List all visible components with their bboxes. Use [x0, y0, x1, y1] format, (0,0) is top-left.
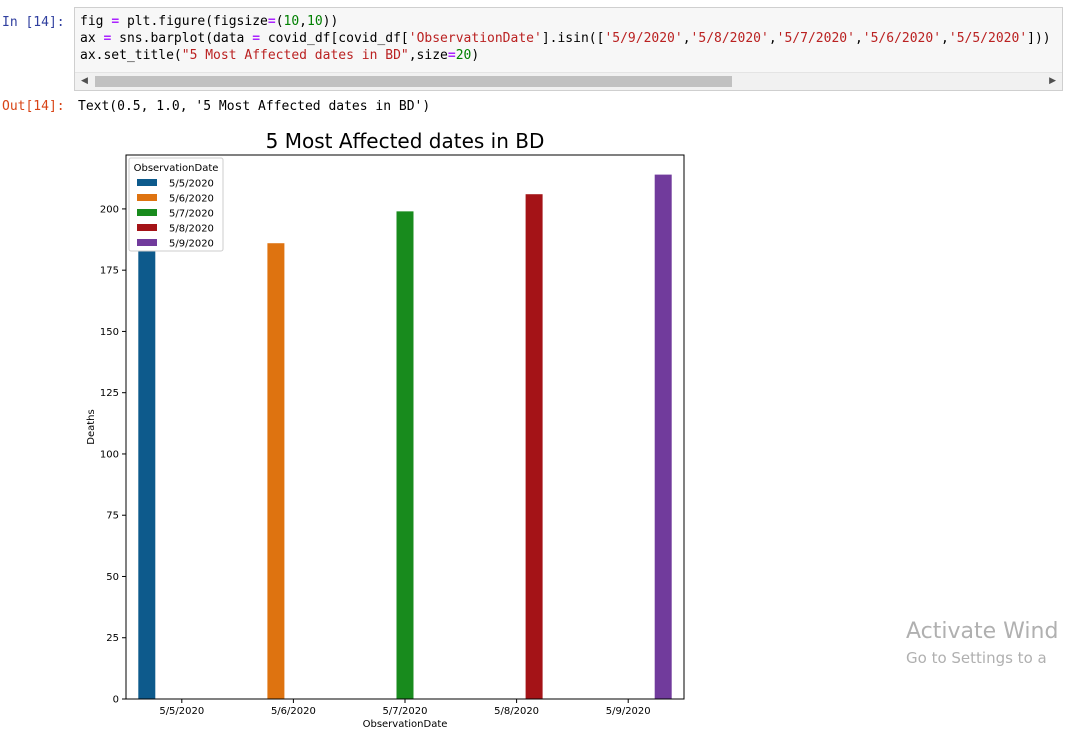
code-token: ))	[322, 14, 339, 29]
code-token: =	[267, 14, 276, 29]
code-token: ax.set_title(	[80, 48, 182, 63]
code-token: 20	[455, 48, 472, 63]
scroll-left-arrow-icon[interactable]: ◀	[81, 76, 88, 86]
code-token: 10	[283, 14, 300, 29]
watermark-subtitle: Go to Settings to a	[906, 649, 1047, 667]
x-tick-label: 5/7/2020	[383, 706, 428, 717]
legend-entry: 5/7/2020	[169, 209, 214, 220]
code-editor[interactable]: fig = plt.figure(figsize=(10,10)) ax = sn…	[80, 13, 1051, 64]
legend-swatch	[137, 209, 157, 216]
code-token: covid_df[covid_df[	[260, 31, 409, 46]
code-token: '5/7/2020'	[776, 31, 855, 46]
y-tick-label: 75	[106, 511, 119, 522]
code-token: =	[252, 31, 261, 46]
code-token: ]))	[1027, 31, 1051, 46]
code-token: =	[103, 31, 112, 46]
code-line: ax.set_title("5 Most Affected dates in B…	[80, 47, 1051, 64]
y-tick-label: 25	[106, 633, 119, 644]
legend-swatch	[137, 194, 157, 201]
horizontal-scrollbar[interactable]: ◀ ▶	[75, 72, 1062, 90]
code-token: '5/5/2020'	[948, 31, 1028, 46]
code-token: ,	[854, 31, 863, 46]
bar	[654, 174, 672, 699]
code-token: (	[275, 14, 284, 29]
y-tick-label: 200	[100, 204, 119, 215]
code-token: ].isin([	[541, 31, 605, 46]
code-token: '5/6/2020'	[862, 31, 942, 46]
y-tick-label: 175	[100, 266, 119, 277]
legend-entry: 5/9/2020	[169, 239, 214, 250]
legend-title: ObservationDate	[134, 163, 219, 174]
bar	[525, 194, 543, 699]
code-token: plt.figure(figsize	[119, 14, 268, 29]
code-line: fig = plt.figure(figsize=(10,10))	[80, 13, 1051, 30]
code-token: =	[111, 14, 120, 29]
bar	[267, 243, 285, 699]
output-prompt: Out[14]:	[2, 99, 65, 114]
legend-swatch	[137, 224, 157, 231]
legend-swatch	[137, 239, 157, 246]
output-text: Text(0.5, 1.0, '5 Most Affected dates in…	[78, 99, 431, 114]
scroll-right-arrow-icon[interactable]: ▶	[1049, 76, 1056, 86]
x-tick-label: 5/6/2020	[271, 706, 316, 717]
code-token: )	[471, 48, 480, 63]
y-axis-label: Deaths	[86, 409, 97, 444]
legend-entry: 5/5/2020	[169, 179, 214, 190]
code-input-area[interactable]: fig = plt.figure(figsize=(10,10)) ax = sn…	[74, 7, 1063, 91]
code-token: "5 Most Affected dates in BD"	[181, 48, 409, 63]
x-tick-label: 5/8/2020	[494, 706, 539, 717]
y-tick-label: 100	[100, 449, 119, 460]
x-axis-label: ObservationDate	[363, 719, 448, 730]
y-tick-label: 50	[106, 572, 119, 583]
code-token: ax	[80, 31, 104, 46]
code-token: ,	[682, 31, 691, 46]
bar	[396, 211, 414, 699]
scrollbar-thumb[interactable]	[95, 76, 732, 87]
code-token: 'ObservationDate'	[408, 31, 542, 46]
code-token: ,	[299, 14, 307, 29]
legend-entry: 5/6/2020	[169, 194, 214, 205]
y-tick-label: 125	[100, 388, 119, 399]
legend-swatch	[137, 179, 157, 186]
bar-chart: 0 25 50 75 100 125 150 175 200 5/5/2020 5/6/2020 5/…	[86, 129, 685, 730]
y-tick-label: 0	[113, 695, 119, 706]
y-tick-label: 150	[100, 327, 119, 338]
bar	[138, 250, 156, 699]
code-token: =	[447, 48, 456, 63]
x-tick-label: 5/5/2020	[159, 706, 204, 717]
code-token: '5/9/2020'	[604, 31, 683, 46]
code-token: ,	[768, 31, 777, 46]
code-token: 10	[307, 14, 323, 29]
input-prompt: In [14]:	[2, 15, 65, 30]
watermark-title: Activate Wind	[906, 619, 1059, 644]
legend-entry: 5/8/2020	[169, 224, 214, 235]
code-token: sns.barplot(data	[111, 31, 253, 46]
chart-title: 5 Most Affected dates in BD	[266, 129, 545, 153]
code-token: ,size	[408, 48, 448, 63]
x-tick-label: 5/9/2020	[606, 706, 651, 717]
code-token: ,	[941, 31, 949, 46]
code-token: fig	[80, 14, 112, 29]
windows-activation-watermark: Activate Wind Go to Settings to a	[906, 618, 1058, 670]
code-line: ax = sns.barplot(data = covid_df[covid_d…	[80, 30, 1051, 47]
code-token: '5/8/2020'	[690, 31, 769, 46]
